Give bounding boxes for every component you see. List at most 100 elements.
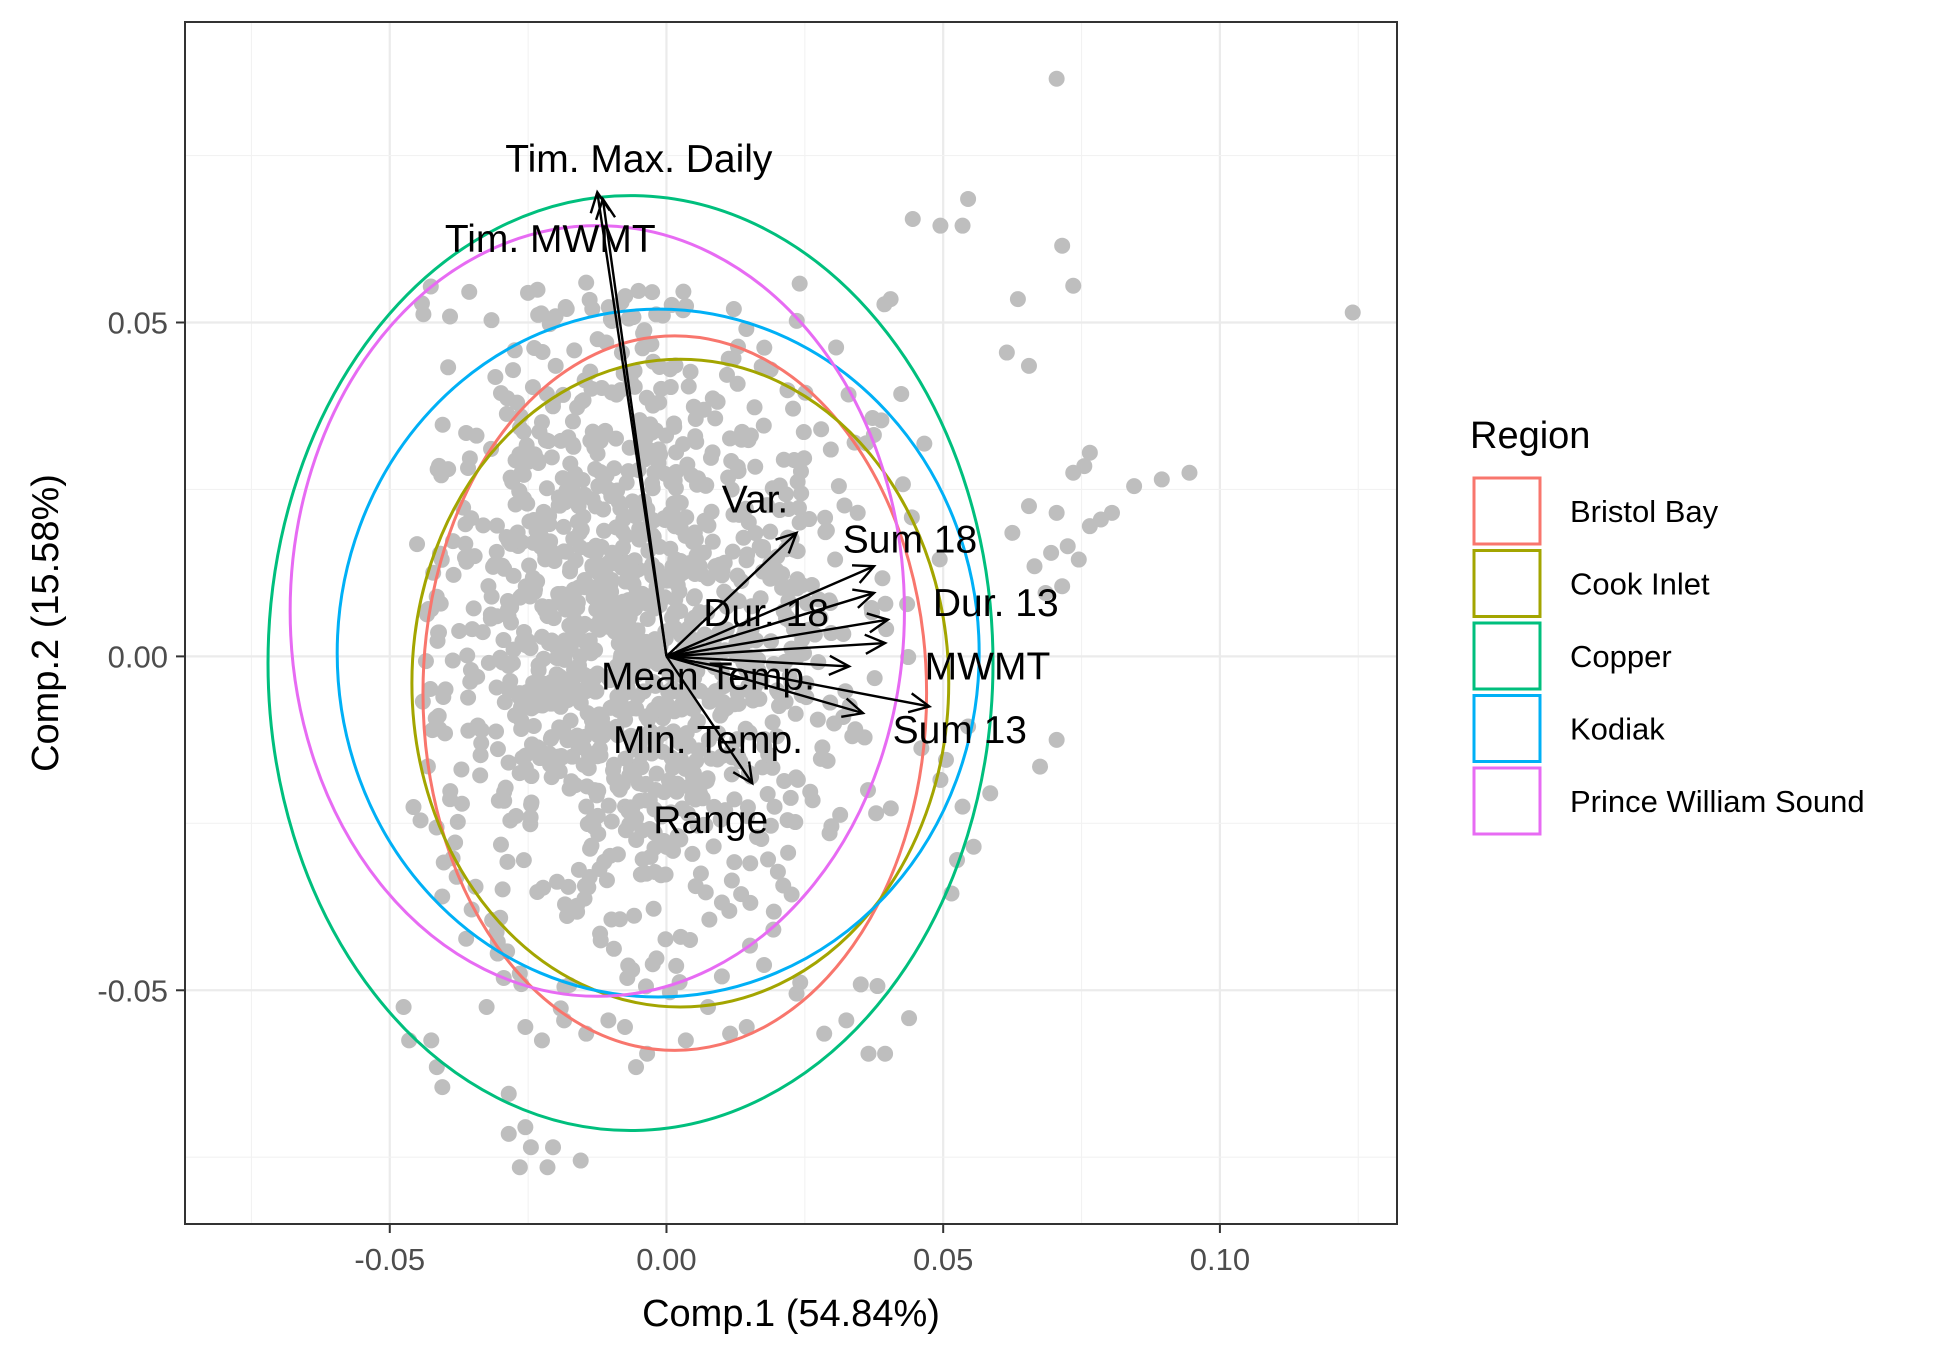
data-point <box>434 888 451 905</box>
data-point <box>752 590 769 607</box>
data-point <box>740 764 757 781</box>
data-point <box>475 517 492 534</box>
y-tick-label: -0.05 <box>97 973 168 1008</box>
data-point <box>412 812 429 829</box>
data-point <box>587 498 604 515</box>
data-point <box>478 998 495 1015</box>
data-point <box>578 274 595 291</box>
data-point <box>576 579 593 596</box>
data-point <box>515 852 532 869</box>
data-point <box>572 648 589 665</box>
data-point <box>628 810 645 827</box>
data-point <box>592 925 609 942</box>
loading-arrowhead-mwmt <box>864 633 888 655</box>
loading-arrow-mean-temp <box>666 655 850 668</box>
data-point <box>648 654 665 671</box>
data-point <box>965 838 982 855</box>
data-point <box>726 854 743 871</box>
data-point <box>724 543 741 560</box>
data-point <box>628 1059 645 1076</box>
data-point <box>748 829 765 846</box>
data-point <box>617 711 634 728</box>
data-point <box>529 883 546 900</box>
data-point <box>517 1119 534 1136</box>
data-point <box>738 552 755 569</box>
data-point <box>662 379 679 396</box>
data-point <box>705 838 722 855</box>
data-point <box>759 786 776 803</box>
y-tick-label: 0.00 <box>108 639 168 674</box>
legend-key-copper <box>1472 621 1542 691</box>
data-point <box>495 632 512 649</box>
data-point <box>488 543 505 560</box>
data-point <box>440 461 457 478</box>
data-point <box>675 627 692 644</box>
data-point <box>575 756 592 773</box>
data-point <box>1070 551 1087 568</box>
data-point <box>718 366 735 383</box>
data-point <box>821 825 838 842</box>
data-point <box>756 957 773 974</box>
loading-arrowhead-sum-13 <box>907 692 933 714</box>
legend-key-kodiak <box>1472 694 1542 763</box>
data-point <box>638 792 655 809</box>
data-point <box>675 283 692 300</box>
data-point <box>1081 444 1098 461</box>
data-point <box>1059 538 1076 555</box>
x-tick-label: 0.05 <box>913 1242 973 1277</box>
data-point <box>465 600 482 617</box>
loading-labels: Tim. Max. Daily Tim. MWMT Var. Sum 18 Dur. 1… <box>445 138 1059 842</box>
data-point <box>560 878 577 895</box>
data-point <box>730 593 747 610</box>
data-point <box>640 711 657 728</box>
data-point <box>505 567 522 584</box>
data-point <box>858 435 875 452</box>
data-point <box>500 1085 517 1102</box>
data-point <box>1048 70 1065 87</box>
loading-label-mwmt: MWMT <box>925 645 1051 688</box>
data-point <box>733 431 750 448</box>
data-point <box>668 957 685 974</box>
data-point <box>1037 584 1054 601</box>
data-point <box>1126 478 1143 495</box>
data-point <box>488 608 505 625</box>
data-point <box>799 595 816 612</box>
ellipse-kodiak <box>335 307 981 999</box>
data-point <box>532 684 549 701</box>
data-point <box>521 513 538 530</box>
data-point <box>655 833 672 850</box>
data-point <box>762 817 779 834</box>
data-point <box>460 722 477 739</box>
data-point <box>709 393 726 410</box>
data-point <box>818 522 835 539</box>
data-point <box>954 798 971 815</box>
data-point <box>561 563 578 580</box>
data-point <box>677 760 694 777</box>
data-point <box>405 799 422 816</box>
data-point <box>517 759 534 776</box>
data-point <box>901 1010 918 1027</box>
data-point <box>447 834 464 851</box>
data-point <box>723 872 740 889</box>
data-point <box>564 436 581 453</box>
data-point <box>982 785 999 802</box>
data-point <box>664 618 681 635</box>
data-point <box>682 670 699 687</box>
data-point <box>729 458 746 475</box>
data-point <box>417 653 434 670</box>
data-point <box>619 970 636 987</box>
data-point <box>1048 504 1065 521</box>
data-point <box>706 798 723 815</box>
data-point <box>866 670 883 687</box>
data-point <box>440 359 457 376</box>
data-point <box>423 1032 440 1049</box>
loading-arrowhead-range <box>732 761 754 786</box>
loading-label-tim-max-daily: Tim. Max. Daily <box>505 138 773 181</box>
data-point <box>637 633 654 650</box>
data-point <box>762 523 779 540</box>
data-point <box>508 807 525 824</box>
data-point <box>480 578 497 595</box>
data-point <box>498 405 515 422</box>
data-point <box>529 739 546 756</box>
data-point <box>874 570 891 587</box>
